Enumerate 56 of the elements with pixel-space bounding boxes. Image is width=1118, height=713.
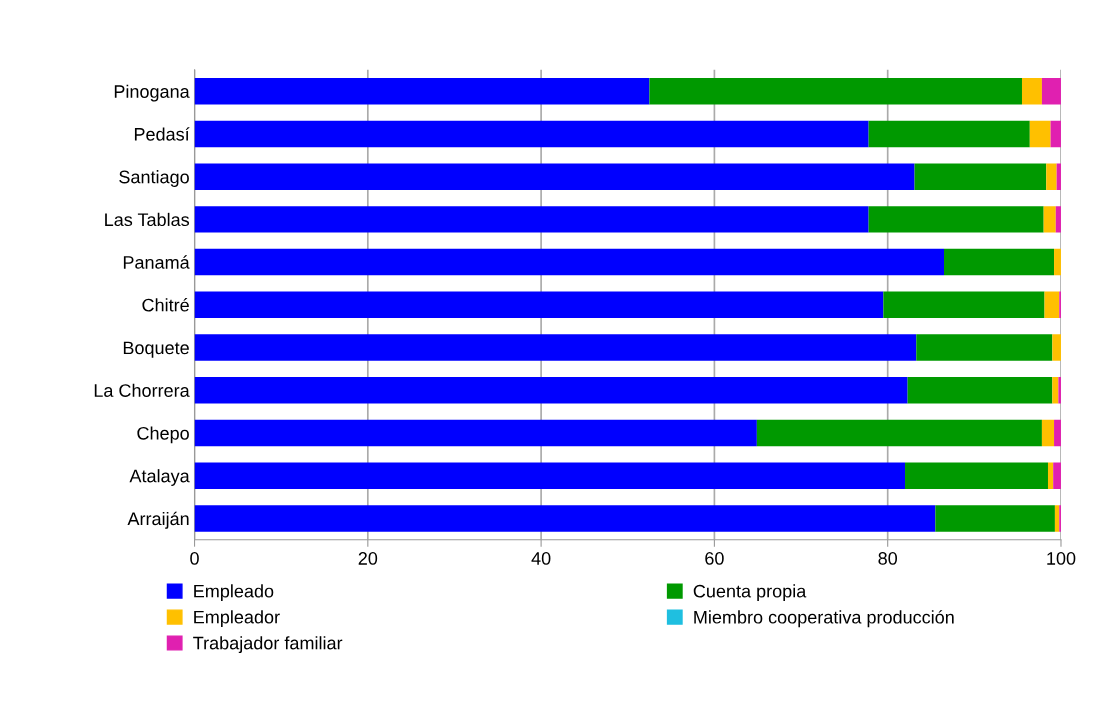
y-tick-label: Pedasí: [134, 127, 190, 141]
bar: [1053, 462, 1061, 489]
y-tick-label: Arraiján: [127, 511, 189, 529]
bar: [194, 334, 917, 361]
bar: [194, 77, 650, 105]
bar: [944, 248, 1055, 276]
y-tick-label: Las Tablas: [105, 212, 190, 227]
bar: [194, 163, 915, 190]
bar: [907, 377, 1053, 404]
bar: [905, 462, 1048, 489]
bar: [1041, 419, 1055, 447]
bar: [916, 334, 1053, 361]
y-tick-label: Atalaya: [129, 469, 190, 486]
bar: [1021, 77, 1042, 105]
y-tick-label: Santiago: [119, 170, 189, 187]
bar: [194, 462, 906, 489]
bar: [194, 377, 908, 404]
bar: [756, 419, 1042, 447]
bar: [914, 163, 1047, 190]
bar: [1052, 377, 1059, 404]
bar: [1054, 505, 1060, 532]
bar: [194, 120, 869, 148]
bar: [1043, 206, 1056, 233]
bar: [883, 291, 1045, 319]
x-tick-label: 100: [1047, 552, 1076, 565]
y-tick-label: La Chorrera: [94, 383, 190, 397]
bar: [1046, 163, 1057, 190]
x-tick-label: 20: [358, 552, 378, 565]
x-tick-label: 40: [531, 552, 551, 565]
y-tick-label: Chitré: [142, 298, 189, 312]
y-tick-label: Panamá: [123, 255, 190, 269]
y-tick-label: Pinogana: [114, 84, 190, 102]
bar: [1044, 291, 1060, 319]
bar: [194, 206, 869, 233]
bar: [194, 291, 884, 319]
x-tick-label: 0: [190, 552, 199, 565]
x-tick-label: 60: [705, 552, 724, 565]
bar: [1052, 334, 1061, 361]
legend-label: Empleador: [194, 610, 280, 628]
bar: [649, 77, 1022, 105]
bar: [935, 505, 1055, 532]
legend-label: Miembro cooperativa producción: [694, 610, 954, 628]
legend-label: Trabajador familiar: [193, 636, 343, 654]
bar: [1047, 462, 1054, 489]
bar: [1041, 77, 1061, 105]
y-tick-label: Boquete: [123, 341, 189, 358]
bar: [868, 206, 1044, 233]
bar: [194, 419, 757, 447]
y-tick-label: Chepo: [137, 426, 189, 444]
legend-label: Cuenta propia: [693, 584, 807, 602]
bar: [1029, 120, 1051, 148]
bar: [194, 505, 936, 532]
bar: [194, 248, 945, 276]
x-tick-label: 80: [878, 552, 898, 565]
legend-label: Empleado: [194, 584, 274, 602]
bar: [868, 120, 1030, 148]
